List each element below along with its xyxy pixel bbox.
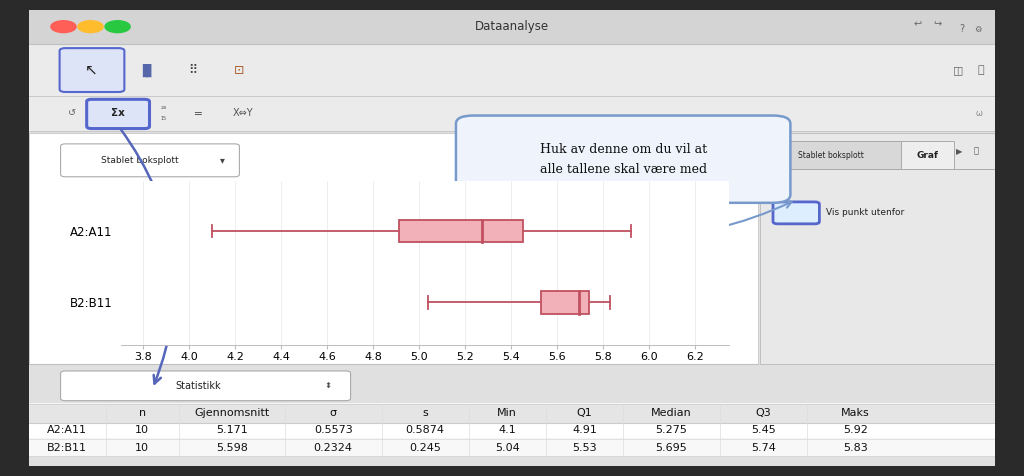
Bar (541, 291, 590, 314)
Text: Statistikk: Statistikk (175, 381, 220, 391)
Text: σ: σ (330, 408, 337, 418)
Text: ═: ═ (195, 109, 201, 119)
Bar (29, 44, 995, 96)
Text: ▐▌: ▐▌ (137, 63, 157, 77)
Text: ↪: ↪ (933, 20, 941, 30)
Text: 0.245: 0.245 (409, 443, 441, 453)
Bar (398, 219, 522, 242)
Text: B2:B11: B2:B11 (47, 443, 87, 453)
Text: ↩: ↩ (914, 20, 922, 30)
Bar (29, 404, 995, 423)
FancyBboxPatch shape (60, 144, 240, 177)
Bar (29, 10, 995, 44)
Bar (29, 403, 995, 457)
FancyArrowPatch shape (485, 196, 792, 237)
Text: 5.92: 5.92 (843, 425, 867, 435)
Text: Graf: Graf (916, 151, 938, 160)
Bar (29, 439, 995, 456)
Text: s: s (422, 408, 428, 418)
Text: ?: ? (958, 24, 964, 34)
Bar (29, 96, 995, 130)
Text: ⊡: ⊡ (234, 64, 245, 77)
Text: ⬍: ⬍ (325, 381, 332, 390)
Text: ω: ω (976, 109, 982, 118)
Circle shape (105, 21, 130, 32)
FancyBboxPatch shape (456, 116, 791, 203)
Text: 5.171: 5.171 (216, 425, 248, 435)
Text: ▾: ▾ (219, 155, 224, 165)
Bar (761, 133, 995, 364)
Text: Q1: Q1 (577, 408, 592, 418)
Text: Q3: Q3 (756, 408, 771, 418)
Text: 0.5573: 0.5573 (313, 425, 352, 435)
Text: X⇔Y: X⇔Y (232, 109, 254, 119)
Text: 5.598: 5.598 (216, 443, 248, 453)
Text: ▶: ▶ (956, 147, 963, 156)
Text: 5.695: 5.695 (655, 443, 687, 453)
Text: 5.45: 5.45 (751, 425, 776, 435)
Text: Median: Median (651, 408, 692, 418)
Text: ²³
₁₅: ²³ ₁₅ (161, 105, 167, 122)
FancyBboxPatch shape (60, 371, 350, 401)
FancyArrowPatch shape (120, 129, 174, 384)
Text: 5.83: 5.83 (843, 443, 867, 453)
Text: ◫: ◫ (953, 65, 964, 75)
Text: Stablet boksplott: Stablet boksplott (101, 156, 178, 165)
Bar (900, 141, 953, 169)
Text: ⤢: ⤢ (978, 65, 984, 75)
Text: ⚙: ⚙ (974, 24, 982, 33)
Text: 5.53: 5.53 (572, 443, 597, 453)
Text: 0.2324: 0.2324 (313, 443, 352, 453)
Text: 10: 10 (135, 443, 150, 453)
FancyBboxPatch shape (20, 6, 1004, 470)
Bar (761, 141, 900, 169)
Text: n: n (138, 408, 145, 418)
Text: 10: 10 (135, 425, 150, 435)
Text: Huk av denne om du vil at
alle tallene skal være med: Huk av denne om du vil at alle tallene s… (540, 143, 707, 176)
Bar (29, 424, 995, 438)
Text: ↖: ↖ (85, 62, 98, 78)
Text: ⤢: ⤢ (974, 147, 979, 156)
Text: Stablet boksplott: Stablet boksplott (798, 151, 863, 160)
Text: Σx: Σx (112, 109, 125, 119)
Text: 5.74: 5.74 (751, 443, 776, 453)
Text: 4.1: 4.1 (499, 425, 516, 435)
Circle shape (51, 21, 76, 32)
Text: Gjennomsnitt: Gjennomsnitt (194, 408, 269, 418)
Text: A2:A11: A2:A11 (47, 425, 87, 435)
Text: Maks: Maks (841, 408, 869, 418)
Text: Min: Min (498, 408, 517, 418)
Text: Vis punkt utenfor: Vis punkt utenfor (826, 208, 904, 218)
Text: Dataanalyse: Dataanalyse (475, 20, 549, 33)
Text: 4.91: 4.91 (572, 425, 597, 435)
Bar (29, 133, 759, 364)
Circle shape (78, 21, 103, 32)
FancyBboxPatch shape (773, 202, 819, 224)
Text: 0.5874: 0.5874 (406, 425, 444, 435)
FancyBboxPatch shape (87, 99, 150, 129)
Text: 5.04: 5.04 (495, 443, 519, 453)
FancyBboxPatch shape (59, 48, 124, 92)
Text: 5.275: 5.275 (655, 425, 687, 435)
Text: ↺: ↺ (69, 109, 76, 119)
Text: ⠿: ⠿ (188, 64, 198, 77)
